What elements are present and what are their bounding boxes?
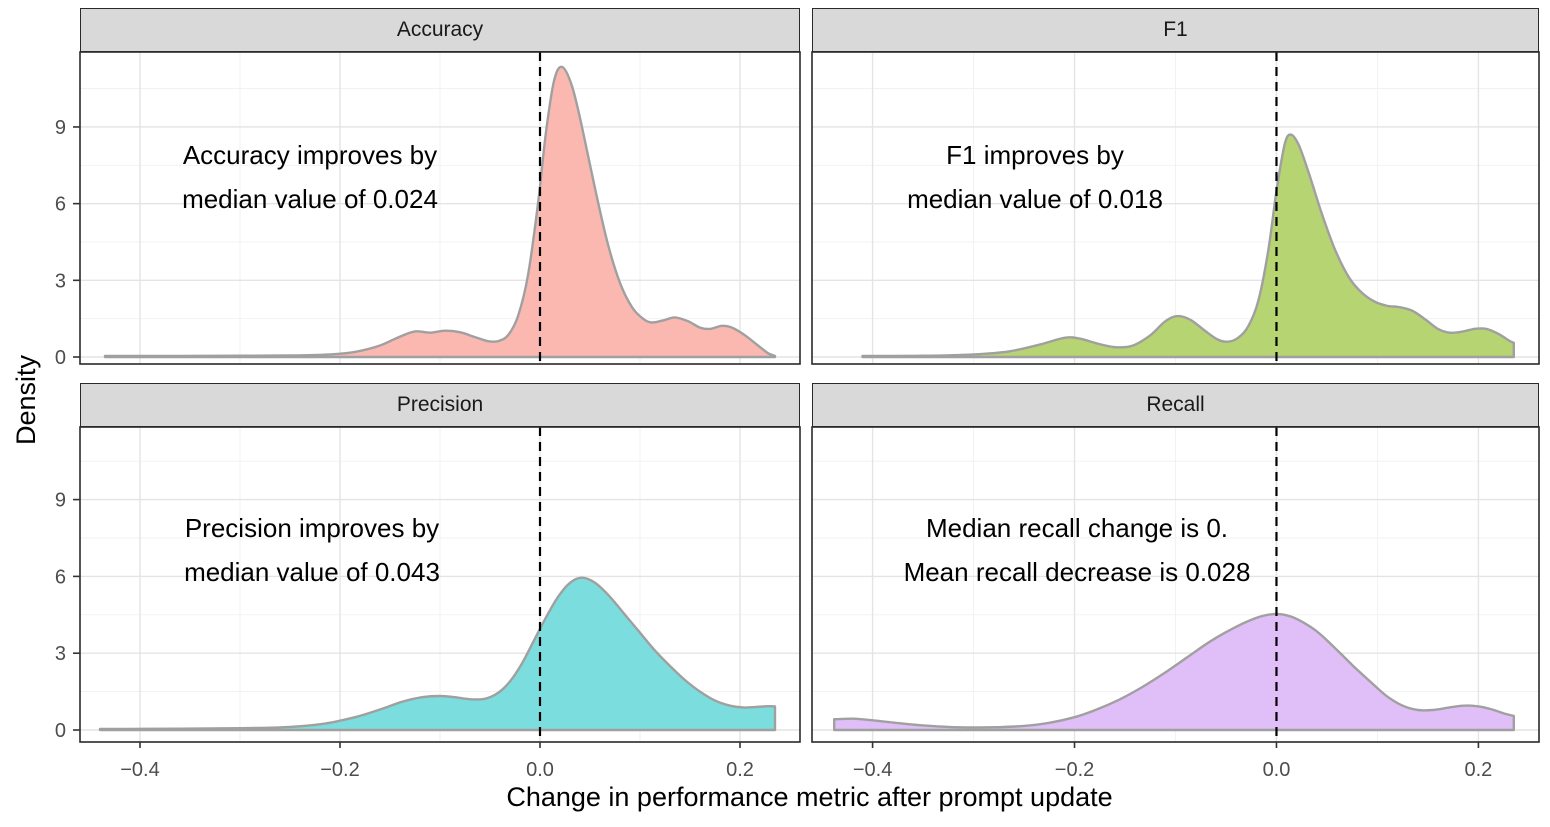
x-axis-title: Change in performance metric after promp… bbox=[506, 782, 1113, 812]
panel-border bbox=[811, 51, 1540, 365]
facet-strip-label: Accuracy bbox=[396, 18, 484, 41]
annotation-line: Precision improves by bbox=[184, 513, 440, 543]
annotation-line: median value of 0.024 bbox=[182, 184, 438, 214]
density-clip-group bbox=[98, 576, 777, 732]
y-tick-label: 9 bbox=[55, 490, 66, 512]
x-tick-label: −0.2 bbox=[1055, 759, 1094, 781]
y-axis-title: Density bbox=[11, 354, 41, 446]
density-clip-group bbox=[103, 65, 777, 359]
density-area-precision bbox=[98, 576, 777, 732]
x-tick-label: −0.4 bbox=[853, 759, 892, 781]
facet-strip-precision: Precision bbox=[80, 383, 800, 427]
y-tick-label: 3 bbox=[55, 643, 66, 665]
density-area-accuracy bbox=[103, 65, 777, 359]
panel-border bbox=[811, 426, 1540, 743]
panel-border bbox=[79, 426, 801, 743]
y-tick-label: 0 bbox=[55, 720, 66, 742]
x-tick-label: 0.2 bbox=[1465, 759, 1493, 781]
facet-strip-recall: Recall bbox=[812, 383, 1539, 427]
y-tick-label: 6 bbox=[55, 194, 66, 216]
x-tick-label: 0.0 bbox=[526, 759, 554, 781]
annotation-line: Mean recall decrease is 0.028 bbox=[903, 557, 1251, 587]
facet-strip-f1: F1 bbox=[812, 8, 1539, 52]
x-tick-label: 0.2 bbox=[726, 759, 754, 781]
y-tick-label: 6 bbox=[55, 566, 66, 588]
y-tick-label: 9 bbox=[55, 117, 66, 139]
y-tick-label: 0 bbox=[55, 347, 66, 369]
panel-accuracy bbox=[79, 51, 801, 365]
panel-precision bbox=[79, 426, 801, 743]
annotation-line: Accuracy improves by bbox=[182, 140, 438, 170]
facet-strip-label: F1 bbox=[1163, 18, 1188, 41]
annotation-accuracy: Accuracy improves by median value of 0.0… bbox=[80, 133, 540, 221]
annotation-line: F1 improves by bbox=[946, 140, 1124, 170]
density-area-recall bbox=[833, 612, 1515, 732]
annotation-line: median value of 0.043 bbox=[184, 557, 440, 587]
facet-strip-accuracy: Accuracy bbox=[80, 8, 800, 52]
annotation-recall: Median recall change is 0. Mean recall d… bbox=[812, 506, 1342, 594]
x-tick-label: −0.2 bbox=[320, 759, 359, 781]
annotation-line: median value of 0.018 bbox=[907, 184, 1163, 214]
x-tick-label: 0.0 bbox=[1263, 759, 1291, 781]
facet-strip-label: Precision bbox=[396, 393, 484, 416]
annotation-f1: F1 improves by median value of 0.018 bbox=[810, 133, 1260, 221]
annotation-precision: Precision improves by median value of 0.… bbox=[82, 506, 542, 594]
density-clip-group bbox=[833, 612, 1515, 732]
facet-strip-label: Recall bbox=[1146, 393, 1205, 416]
annotation-line: Median recall change is 0. bbox=[925, 513, 1229, 543]
y-tick-label: 3 bbox=[55, 270, 66, 292]
x-tick-label: −0.4 bbox=[120, 759, 159, 781]
panel-f1 bbox=[811, 51, 1540, 365]
panel-recall bbox=[811, 426, 1540, 743]
panel-border bbox=[79, 51, 801, 365]
